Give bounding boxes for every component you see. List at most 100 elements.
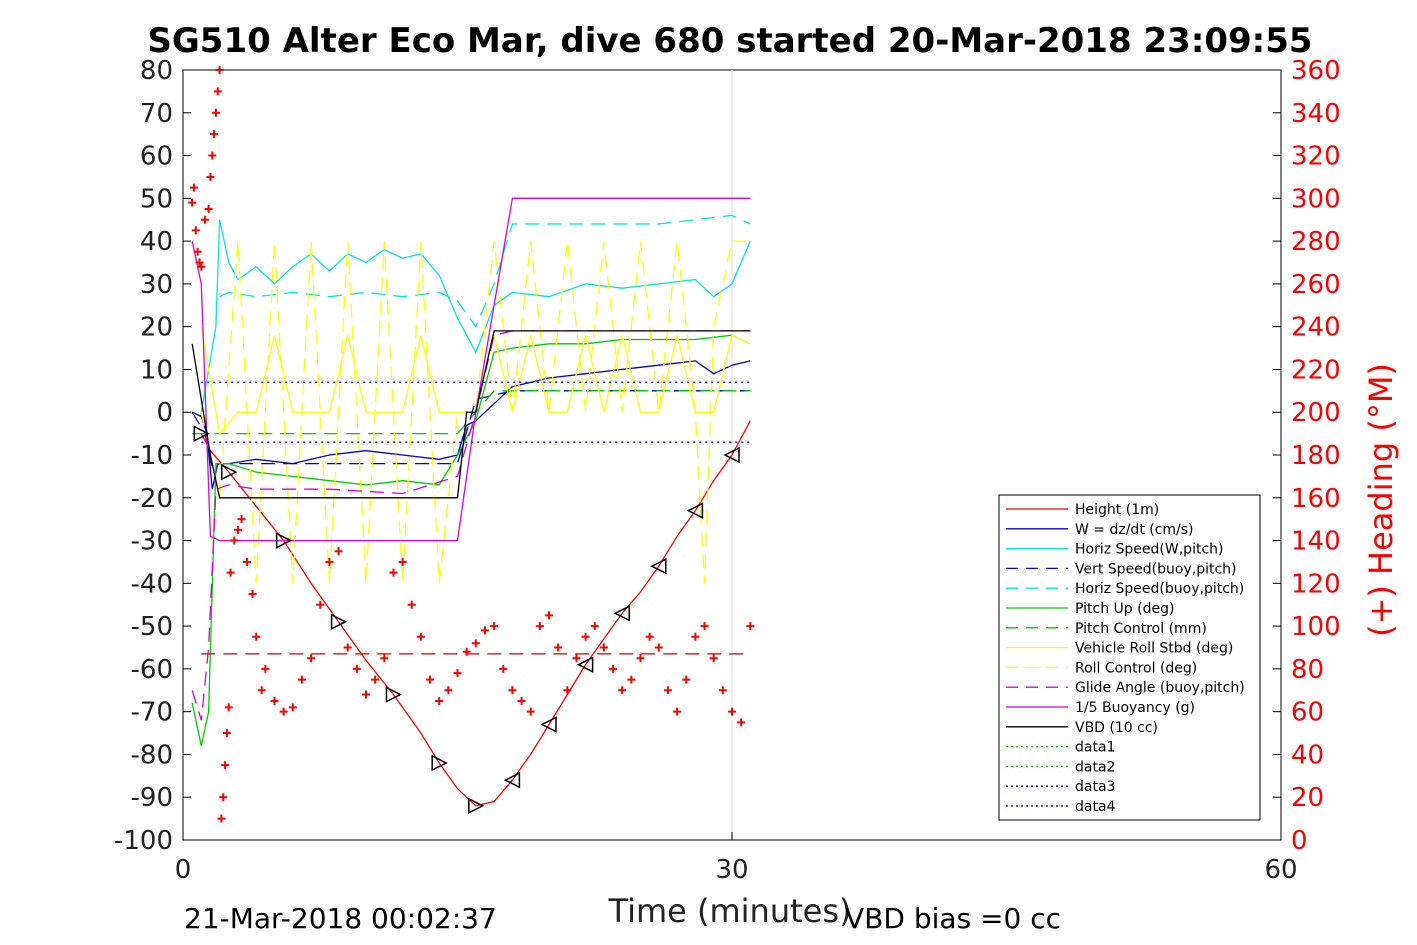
heading-point: [371, 675, 380, 684]
heading-point: [237, 515, 246, 524]
heading-point: [343, 643, 352, 652]
y-tick-label-right: 340: [1291, 99, 1341, 129]
y-tick-label-left: 70: [140, 99, 173, 129]
y-tick-label-right: 80: [1291, 655, 1324, 685]
legend-label: data1: [1075, 740, 1115, 756]
heading-point: [572, 654, 581, 663]
y-tick-label-left: 30: [140, 270, 173, 300]
heading-point: [288, 703, 297, 712]
heading-point: [471, 639, 480, 648]
y-tick-label-right: 260: [1291, 270, 1341, 300]
y-tick-label-right: 280: [1291, 227, 1341, 257]
y-tick-label-left: -30: [131, 527, 173, 557]
y-tick-label-right: 0: [1291, 826, 1308, 856]
heading-point: [636, 654, 645, 663]
triangle-marker: [723, 446, 740, 464]
y-ticks-right: 3603403203002802602402202001801601401201…: [1273, 56, 1341, 856]
heading-point: [654, 643, 663, 652]
series-horiz-speed-w-pitch: [200, 219, 751, 413]
heading-point: [217, 814, 226, 823]
legend-label: Pitch Up (deg): [1075, 601, 1174, 617]
heading-point: [215, 66, 224, 74]
heading-point: [407, 600, 416, 609]
heading-point: [590, 622, 599, 631]
y-tick-label-left: 40: [140, 227, 173, 257]
heading-point: [325, 557, 334, 566]
heading-point: [728, 707, 736, 716]
y-tick-label-right: 60: [1291, 698, 1324, 728]
heading-point: [718, 686, 727, 695]
heading-point: [226, 568, 235, 577]
heading-point: [188, 198, 197, 207]
series-layer: [188, 66, 755, 823]
legend-label: Pitch Control (mm): [1075, 621, 1207, 637]
y-tick-label-right: 120: [1291, 569, 1341, 599]
legend-label: 1/5 Buoyancy (g): [1075, 700, 1195, 716]
heading-point: [204, 205, 213, 214]
heading-point: [297, 675, 306, 684]
x-axis-label: Time (minutes): [608, 892, 852, 930]
y-tick-label-left: -70: [131, 698, 173, 728]
y-tick-label-left: 50: [140, 184, 173, 214]
heading-point: [261, 664, 270, 673]
heading-point: [435, 696, 444, 705]
heading-point: [618, 686, 627, 695]
heading-point: [700, 622, 709, 631]
y-axis-label-right: (+) Heading (°M): [1362, 363, 1400, 637]
heading-point: [210, 130, 219, 139]
x-tick-label: 60: [1264, 855, 1297, 885]
legend-label: Horiz Speed(buoy,pitch): [1075, 581, 1244, 597]
heading-point: [252, 632, 261, 641]
heading-point: [193, 247, 202, 256]
footer-vbd-bias: VBD bias =0 cc: [845, 902, 1061, 935]
heading-point: [213, 87, 222, 96]
legend-label: Height (1m): [1075, 502, 1159, 518]
triangle-marker: [540, 716, 557, 733]
heading-point: [453, 669, 462, 678]
x-tick-label: 30: [715, 855, 748, 885]
heading-point: [682, 675, 691, 684]
triangle-marker: [275, 532, 293, 549]
heading-point: [554, 643, 563, 652]
heading-point: [248, 590, 257, 599]
legend-label: VBD (10 cc): [1075, 720, 1158, 736]
triangle-marker: [650, 558, 667, 575]
heading-point: [316, 600, 325, 609]
legend-label: data4: [1075, 799, 1116, 815]
triangle-markers-layer: [193, 425, 740, 814]
legend-label: W = dz/dt (cm/s): [1075, 522, 1194, 538]
series-vbd-10-cc: [191, 330, 751, 499]
legend-label: data2: [1075, 759, 1115, 775]
heading-point: [645, 632, 654, 641]
series-pitch-control-mm: [192, 390, 751, 435]
heading-point: [517, 696, 526, 705]
heading-point: [627, 675, 636, 684]
series-heading-markers: [188, 66, 755, 823]
heading-point: [222, 729, 231, 738]
heading-point: [257, 686, 266, 695]
triangle-marker: [576, 656, 594, 673]
y-tick-label-left: -50: [131, 612, 173, 642]
heading-point: [691, 632, 700, 641]
y-tick-label-right: 160: [1291, 484, 1341, 514]
heading-point: [233, 525, 242, 534]
y-tick-label-right: 40: [1291, 740, 1324, 770]
y-tick-label-left: 20: [140, 313, 173, 343]
heading-point: [609, 664, 618, 673]
y-tick-label-right: 320: [1291, 142, 1341, 172]
y-tick-label-right: 200: [1291, 398, 1341, 428]
heading-point: [545, 611, 553, 620]
heading-point: [197, 262, 206, 271]
y-tick-label-left: -80: [131, 740, 173, 770]
heading-point: [398, 557, 407, 566]
heading-point: [581, 632, 590, 641]
heading-point: [563, 686, 572, 695]
triangle-marker: [431, 754, 448, 772]
legend-label: data3: [1075, 779, 1115, 795]
heading-point: [334, 547, 343, 556]
heading-point: [526, 707, 535, 716]
heading-point: [270, 696, 279, 705]
x-ticks: 0 30 60: [175, 832, 1298, 885]
legend-label: Glide Angle (buoy,pitch): [1075, 680, 1245, 696]
